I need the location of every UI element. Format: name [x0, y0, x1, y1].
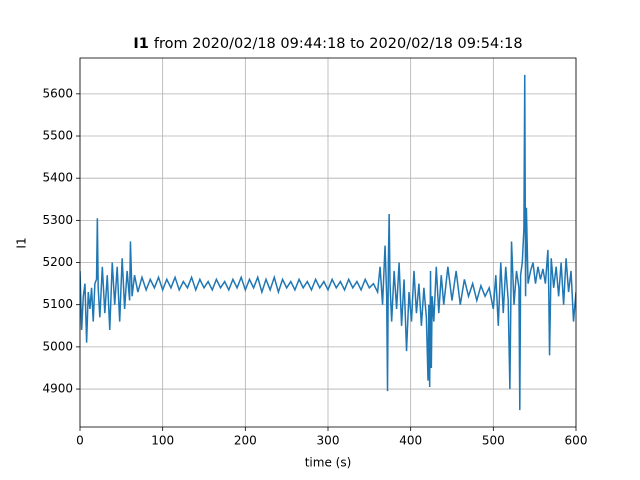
- line-series: [80, 74, 576, 411]
- x-tick-label: 100: [151, 434, 174, 448]
- title-text: from 2020/02/18 09:44:18 to 2020/02/18 0…: [154, 36, 523, 52]
- x-tick-label: 400: [399, 434, 422, 448]
- y-tick-label: 4900: [42, 382, 73, 396]
- y-tick-label: 5100: [42, 297, 73, 311]
- y-tick-label: 5500: [42, 129, 73, 143]
- y-tick-label: 5300: [42, 213, 73, 227]
- x-tick-label: 200: [234, 434, 257, 448]
- y-tick-label: 5600: [42, 86, 73, 100]
- chart-title: I1 from 2020/02/18 09:44:18 to 2020/02/18…: [133, 36, 522, 52]
- y-axis-label: I1: [15, 237, 29, 248]
- x-tick-label: 0: [76, 434, 84, 448]
- x-tick-label: 500: [482, 434, 505, 448]
- x-tick-label: 300: [317, 434, 340, 448]
- plot-frame: [79, 57, 577, 428]
- title-name: I1: [133, 36, 148, 52]
- x-axis-label: time (s): [305, 456, 352, 470]
- y-tick-label: 5000: [42, 339, 73, 353]
- y-tick-label: 5200: [42, 255, 73, 269]
- y-tick-label: 5400: [42, 171, 73, 185]
- x-tick-label: 600: [565, 434, 588, 448]
